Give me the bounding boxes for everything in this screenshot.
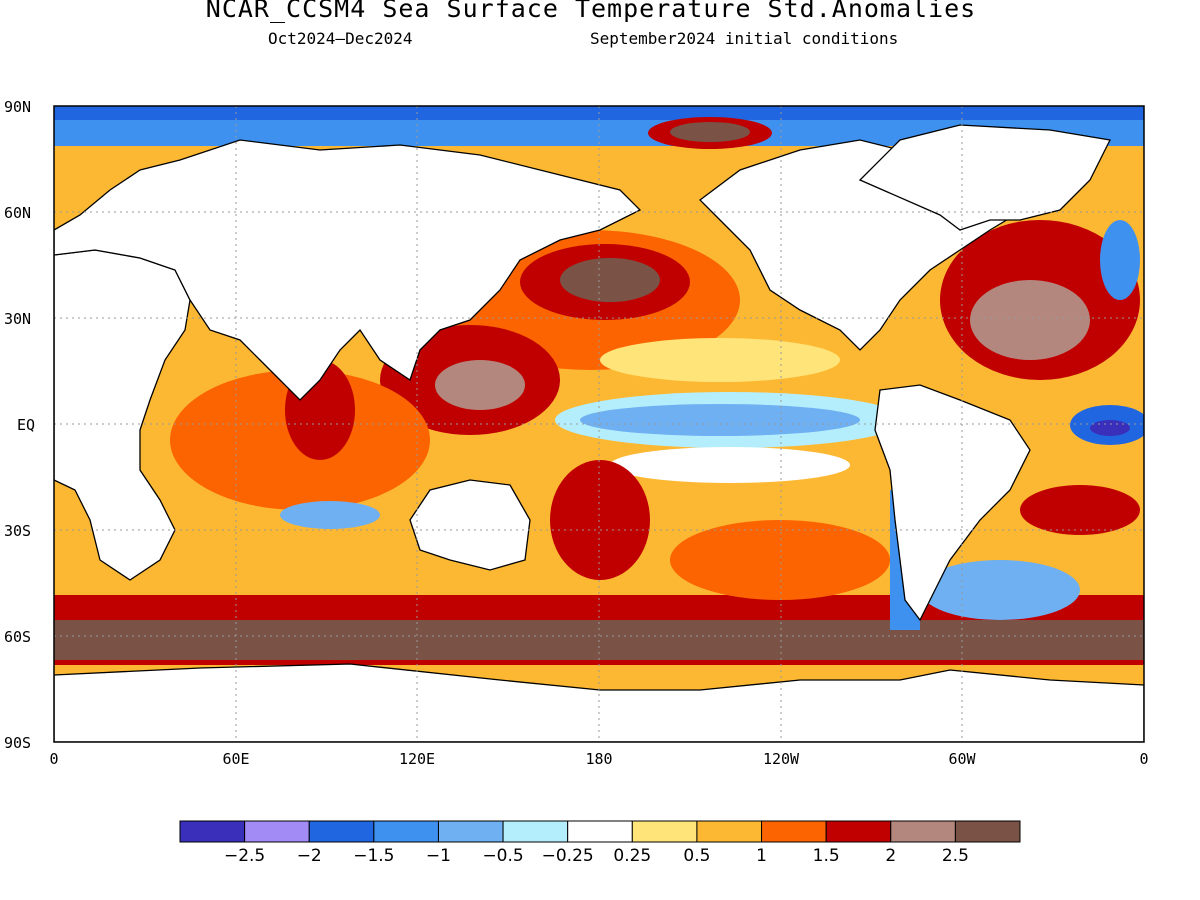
lat-label-60s: 60S	[4, 628, 31, 646]
lat-label-30s: 30S	[4, 522, 31, 540]
lon-label-0: 0	[49, 750, 58, 768]
south-pacific-warm	[670, 520, 890, 600]
australia-landmass	[409, 479, 531, 571]
colorbar-label-0: −2.5	[224, 846, 265, 866]
antarctica-landmass	[54, 663, 1144, 742]
south-america-landmass	[874, 384, 1031, 622]
chart-title: NCAR_CCSM4 Sea Surface Temperature Std.A…	[205, 0, 977, 23]
colorbar-label-9: 1.5	[813, 846, 840, 866]
equatorial-neutral	[610, 447, 850, 483]
lon-label-60e: 60E	[222, 750, 249, 768]
colorbar-label-5: −0.25	[542, 846, 594, 866]
east-atlantic-deep-cool	[1090, 420, 1130, 436]
colorbar-label-2: −1.5	[353, 846, 394, 866]
lat-label-60n: 60N	[4, 204, 31, 222]
lat-label-30n: 30N	[4, 310, 31, 328]
colorbar-swatch-7	[631, 820, 698, 843]
colorbar-label-10: 2	[885, 846, 896, 866]
colorbar-swatch-1	[244, 820, 310, 843]
period-subtitle: Oct2024–Dec2024	[268, 29, 413, 48]
lon-label-120e: 120E	[399, 750, 435, 768]
colorbar-swatch-12	[954, 820, 1021, 843]
west-pacific-very-hot	[435, 360, 525, 410]
colorbar-swatch-10	[825, 820, 892, 843]
lon-label-120w: 120W	[763, 750, 800, 768]
lon-label-60w: 60W	[948, 750, 976, 768]
colorbar-swatch-9	[761, 820, 827, 843]
map-frame	[53, 105, 1145, 743]
lat-label-90n: 90N	[4, 98, 31, 116]
colorbar-label-7: 0.5	[683, 846, 710, 866]
colorbar-label-4: −0.5	[482, 846, 523, 866]
colorbar-label-1: −2	[297, 846, 322, 866]
colorbar-swatch-4	[437, 820, 504, 843]
colorbar-label-3: −1	[426, 846, 451, 866]
south-indian-cool	[280, 501, 380, 529]
colorbar-swatch-3	[373, 820, 439, 843]
lat-label-eq: EQ	[17, 416, 35, 434]
lat-label-90s: 90S	[4, 734, 31, 752]
colorbar-label-11: 2.5	[942, 846, 969, 866]
lon-label-180: 180	[585, 750, 612, 768]
lon-label-0-end: 0	[1139, 750, 1148, 768]
south-atlantic-hot	[1020, 485, 1140, 535]
colorbar-swatch-5	[502, 820, 569, 843]
grid-lines	[54, 106, 1144, 742]
colorbar-label-6: 0.25	[613, 846, 651, 866]
south-atlantic-cool	[920, 560, 1080, 620]
north-atlantic-very-hot	[970, 280, 1090, 360]
colorbar-swatch-2	[308, 820, 375, 843]
colorbar: −2.5 −2 −1.5 −1 −0.5 −0.25 0.25 0.5 1 1.5 2 2.5	[179, 820, 1021, 866]
colorbar-swatch-11	[890, 820, 956, 843]
colorbar-swatch-8	[696, 820, 763, 843]
eurasia-landmass	[54, 139, 642, 401]
colorbar-swatch-6	[567, 820, 633, 843]
colorbar-label-8: 1	[756, 846, 767, 866]
greenland-landmass	[858, 124, 1111, 231]
tasman-hot	[550, 460, 650, 580]
north-pacific-extreme	[560, 258, 660, 302]
colorbar-swatch-0	[179, 820, 246, 843]
atlantic-cool-filament	[1100, 220, 1140, 300]
arctic-extreme-patch	[670, 122, 750, 142]
initial-conditions-subtitle: September2024 initial conditions	[590, 29, 899, 48]
north-equatorial-mild	[600, 338, 840, 382]
equatorial-cool-core	[580, 404, 860, 436]
